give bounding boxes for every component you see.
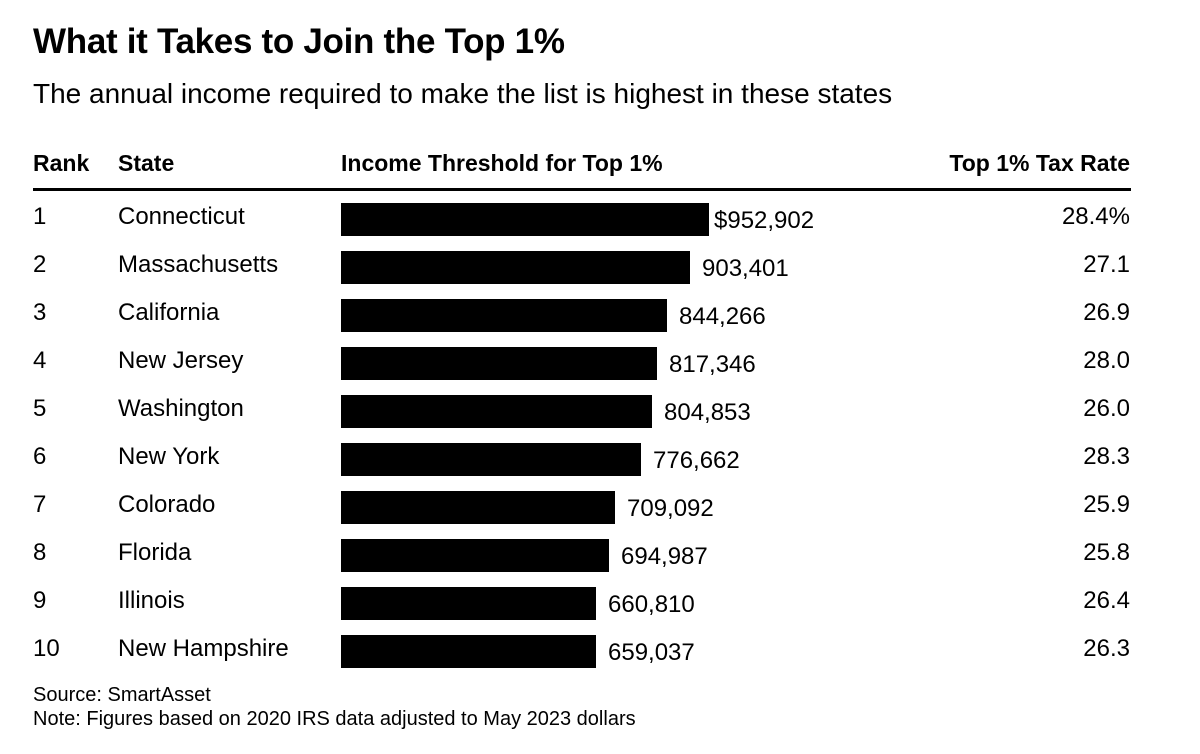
rank-cell: 8: [33, 539, 47, 566]
tax-rate-cell: 28.3: [1083, 443, 1130, 470]
income-value-label: 903,401: [702, 255, 789, 282]
tax-rate-cell: 26.4: [1083, 587, 1130, 614]
tax-rate-cell: 25.9: [1083, 491, 1130, 518]
income-bar: [341, 539, 609, 572]
state-cell: New Hampshire: [118, 635, 289, 662]
table-row: 6 New York 776,662 28.3: [0, 440, 1200, 488]
state-cell: Colorado: [118, 491, 216, 518]
income-value-label: 817,346: [669, 351, 756, 378]
rank-cell: 9: [33, 587, 47, 614]
header-divider: [33, 188, 1131, 191]
rank-cell: 10: [33, 635, 60, 662]
table-row: 10 New Hampshire 659,037 26.3: [0, 632, 1200, 680]
rank-cell: 4: [33, 347, 47, 374]
tax-rate-cell: 26.3: [1083, 635, 1130, 662]
income-bar: [341, 395, 652, 428]
state-cell: Florida: [118, 539, 192, 566]
tax-column-header: Top 1% Tax Rate: [949, 150, 1130, 176]
source-note: Source: SmartAsset: [33, 684, 211, 706]
state-cell: Illinois: [118, 587, 185, 614]
income-value-label: 844,266: [679, 303, 766, 330]
tax-rate-cell: 26.9: [1083, 299, 1130, 326]
rank-cell: 6: [33, 443, 47, 470]
table-row: 3 California 844,266 26.9: [0, 296, 1200, 344]
chart-subtitle: The annual income required to make the l…: [33, 78, 893, 109]
rank-cell: 3: [33, 299, 47, 326]
table-row: 7 Colorado 709,092 25.9: [0, 488, 1200, 536]
tax-rate-cell: 27.1: [1083, 251, 1130, 278]
table-row: 2 Massachusetts 903,401 27.1: [0, 248, 1200, 296]
income-bar: [341, 299, 667, 332]
state-cell: Connecticut: [118, 203, 245, 230]
income-bar: [341, 443, 641, 476]
rank-cell: 2: [33, 251, 47, 278]
data-note: Note: Figures based on 2020 IRS data adj…: [33, 708, 636, 730]
rank-cell: 7: [33, 491, 47, 518]
state-cell: New Jersey: [118, 347, 244, 374]
state-cell: New York: [118, 443, 220, 470]
income-bar: [341, 203, 709, 236]
rank-cell: 5: [33, 395, 47, 422]
rank-column-header: Rank: [33, 150, 90, 176]
state-column-header: State: [118, 150, 175, 176]
income-column-header: Income Threshold for Top 1%: [341, 150, 663, 176]
income-bar: [341, 251, 690, 284]
income-bar: [341, 347, 657, 380]
state-cell: Washington: [118, 395, 244, 422]
income-value-label: 660,810: [608, 591, 695, 618]
income-value-label: 776,662: [653, 447, 740, 474]
income-value-label: 694,987: [621, 543, 708, 570]
income-value-label: 804,853: [664, 399, 751, 426]
income-bar: [341, 635, 596, 668]
state-cell: Massachusetts: [118, 251, 279, 278]
income-value-label: 709,092: [627, 495, 714, 522]
income-value-label: $952,902: [714, 207, 815, 234]
rank-cell: 1: [33, 203, 47, 230]
table-row: 9 Illinois 660,810 26.4: [0, 584, 1200, 632]
income-bar: [341, 491, 615, 524]
table-row: 5 Washington 804,853 26.0: [0, 392, 1200, 440]
income-value-label: 659,037: [608, 639, 695, 666]
table-row: 8 Florida 694,987 25.8: [0, 536, 1200, 584]
table-row: 1 Connecticut $952,902 28.4%: [0, 200, 1200, 248]
tax-rate-cell: 28.0: [1083, 347, 1130, 374]
state-cell: California: [118, 299, 220, 326]
tax-rate-cell: 26.0: [1083, 395, 1130, 422]
table-row: 4 New Jersey 817,346 28.0: [0, 344, 1200, 392]
tax-rate-cell: 28.4%: [1061, 203, 1130, 230]
chart-title: What it Takes to Join the Top 1%: [33, 22, 565, 61]
income-bar: [341, 587, 596, 620]
tax-rate-cell: 25.8: [1083, 539, 1130, 566]
